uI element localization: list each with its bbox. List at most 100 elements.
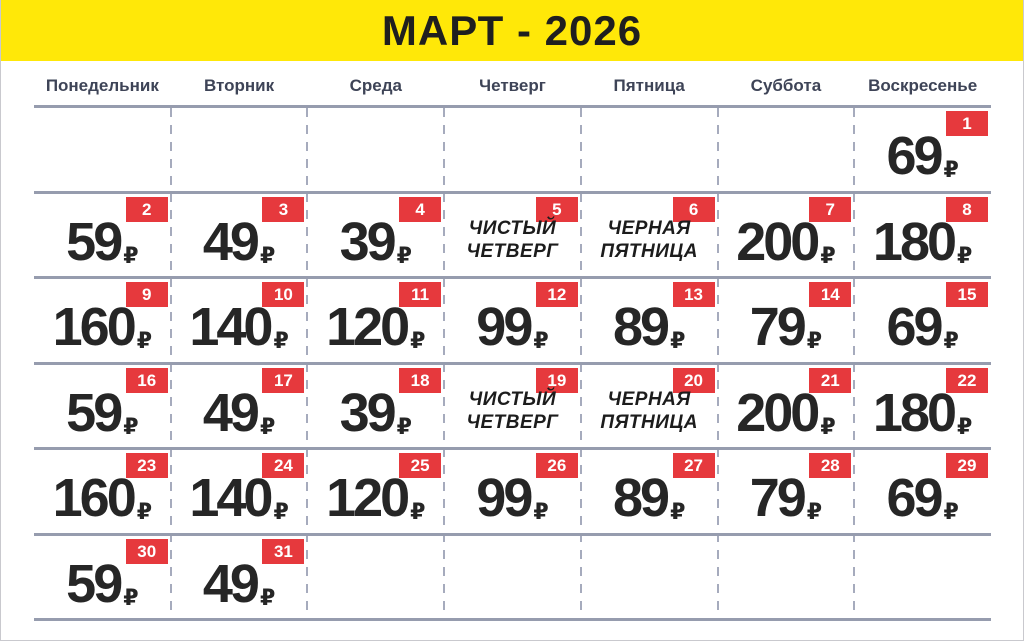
price-label: 200 ₽	[718, 194, 855, 277]
price-label: 69 ₽	[854, 279, 991, 362]
day-number-badge: 12	[535, 282, 578, 307]
price-label: 59 ₽	[34, 536, 171, 619]
special-day-text-line: ЧЕРНАЯ	[607, 388, 691, 410]
day-number-badge: 16	[125, 367, 168, 393]
price-value: 69	[886, 297, 943, 358]
ruble-sign: ₽	[259, 413, 276, 439]
price-label: 160 ₽	[34, 279, 171, 362]
price-value: 160	[52, 297, 137, 358]
day-cell: 16 59 ₽	[34, 365, 171, 450]
day-number-badge: 28	[809, 453, 852, 478]
price-value: 99	[476, 297, 533, 358]
ruble-sign: ₽	[806, 328, 823, 354]
price-label: 180 ₽	[854, 194, 991, 277]
weekday-label: Вторник	[203, 76, 275, 95]
day-cell: 3 49 ₽	[170, 194, 308, 279]
price-value: 79	[749, 297, 807, 358]
price-value: 59	[66, 211, 123, 272]
price-value: 99	[476, 468, 533, 529]
day-cell: 19 ЧИСТЫЙ ЧЕТВЕРГ	[444, 365, 581, 450]
day-cell: 5 ЧИСТЫЙ ЧЕТВЕРГ	[444, 194, 581, 279]
day-number-badge: 24	[262, 453, 305, 478]
price-label: 79 ₽	[718, 279, 855, 362]
price-label: 120 ₽	[307, 450, 444, 533]
title-banner: МАРТ - 2026	[1, 0, 1023, 61]
ruble-sign: ₽	[533, 328, 549, 354]
day-cell: 9 160 ₽	[34, 279, 171, 365]
day-cell: 12 99 ₽	[444, 279, 581, 365]
day-number-badge: 1	[945, 111, 988, 136]
empty-day-cell	[307, 108, 445, 194]
special-day-label: ЧИСТЫЙ ЧЕТВЕРГ	[444, 365, 581, 448]
weekday-label: Среда	[349, 76, 402, 95]
day-number-badge: 11	[399, 282, 442, 307]
price-label: 120 ₽	[307, 279, 444, 362]
ruble-sign: ₽	[533, 499, 549, 525]
column-separator-line	[443, 108, 446, 621]
special-day-label: ЧИСТЫЙ ЧЕТВЕРГ	[444, 194, 581, 277]
day-number-badge: 18	[399, 367, 442, 393]
ruble-sign: ₽	[396, 242, 412, 268]
day-number-badge: 3	[262, 196, 305, 222]
empty-day-cell	[34, 108, 171, 194]
day-cell: 17 49 ₽	[170, 365, 308, 450]
price-value: 49	[202, 382, 260, 443]
ruble-sign: ₽	[820, 413, 836, 439]
day-cell: 8 180 ₽	[854, 194, 991, 279]
ruble-sign: ₽	[123, 242, 139, 268]
ruble-sign: ₽	[943, 328, 959, 354]
day-cell: 18 39 ₽	[307, 365, 445, 450]
day-cell: 27 89 ₽	[580, 450, 718, 536]
day-number-badge: 25	[399, 453, 442, 478]
day-number-badge: 30	[125, 538, 168, 564]
day-cell: 15 69 ₽	[854, 279, 991, 365]
day-cell: 22 180 ₽	[854, 365, 991, 450]
price-label: 79 ₽	[718, 450, 855, 533]
price-label: 160 ₽	[34, 450, 171, 533]
calendar-grid: 1 69 ₽2 59 ₽3 49 ₽4 39 ₽5 ЧИСТЫЙ ЧЕТВЕРГ 6 ЧЕРНАЯ ПЯТ…	[34, 105, 991, 621]
price-value: 200	[736, 211, 820, 272]
day-number-badge: 7	[809, 196, 852, 222]
ruble-sign: ₽	[259, 584, 276, 610]
day-number-badge: 29	[945, 453, 988, 478]
special-day-text-line: ЧИСТЫЙ	[468, 388, 557, 410]
special-day-text-line: ПЯТНИЦА	[600, 411, 698, 433]
day-number-badge: 4	[399, 196, 442, 222]
weekday-label: Суббота	[750, 76, 822, 95]
special-day-label: ЧЕРНАЯ ПЯТНИЦА	[581, 194, 718, 277]
empty-day-cell	[170, 108, 308, 194]
day-cell: 13 89 ₽	[580, 279, 718, 365]
price-value: 89	[613, 297, 670, 358]
empty-day-cell	[307, 536, 445, 621]
day-number-badge: 19	[535, 367, 578, 393]
ruble-sign: ₽	[410, 499, 426, 525]
price-label: 99 ₽	[444, 450, 581, 533]
weekday-label: Воскресенье	[868, 76, 978, 95]
ruble-sign: ₽	[670, 328, 686, 354]
empty-day-cell	[854, 536, 991, 621]
day-number-badge: 27	[672, 453, 715, 478]
day-number-badge: 22	[945, 367, 988, 393]
day-number-badge: 14	[809, 282, 852, 307]
weekday-label: Понедельник	[45, 76, 159, 95]
price-label: 49 ₽	[171, 194, 308, 277]
price-value: 120	[326, 297, 410, 358]
day-cell: 7 200 ₽	[717, 194, 855, 279]
ruble-sign: ₽	[670, 499, 686, 525]
price-value: 140	[189, 468, 273, 529]
special-day-label: ЧЕРНАЯ ПЯТНИЦА	[581, 365, 718, 448]
day-cell: 24 140 ₽	[170, 450, 308, 536]
day-cell: 29 69 ₽	[854, 450, 991, 536]
day-number-badge: 21	[809, 367, 852, 393]
special-day-text-line: ЧИСТЫЙ	[468, 217, 557, 239]
day-cell: 1 69 ₽	[854, 108, 991, 194]
day-number-badge: 9	[125, 282, 168, 307]
day-number-badge: 20	[672, 367, 715, 393]
day-cell: 6 ЧЕРНАЯ ПЯТНИЦА	[580, 194, 718, 279]
empty-day-cell	[717, 536, 855, 621]
empty-day-cell	[580, 536, 718, 621]
day-cell: 31 49 ₽	[170, 536, 308, 621]
day-number-badge: 13	[672, 282, 715, 307]
ruble-sign: ₽	[123, 413, 139, 439]
